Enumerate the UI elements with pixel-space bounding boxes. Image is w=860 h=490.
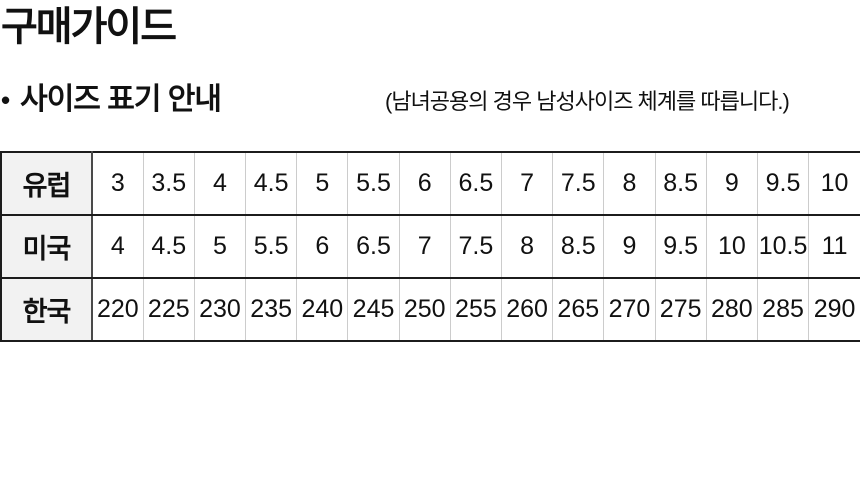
row-header-europe: 유럽 [0, 151, 93, 216]
size-cell-usa: 7 [398, 214, 451, 279]
size-cell-korea: 265 [552, 277, 604, 342]
size-cell-usa: 5.5 [245, 214, 297, 279]
size-cell-usa: 8 [500, 214, 553, 279]
size-cell-korea: 270 [603, 277, 656, 342]
size-cell-europe: 8.5 [654, 151, 707, 216]
size-cell-korea: 225 [142, 277, 195, 342]
bullet-icon: • [1, 85, 11, 115]
size-cell-korea: 285 [756, 277, 809, 342]
table-row-usa: 미국 4 4.5 5 5.5 6 6.5 7 7.5 8 8.5 9 9.5 10 10.5 11 [0, 214, 860, 279]
size-cell-europe: 9 [705, 151, 758, 216]
size-cell-europe: 4.5 [245, 151, 297, 216]
size-cell-korea: 220 [91, 277, 144, 342]
size-cell-korea: 245 [347, 277, 400, 342]
table-row-korea: 한국 220 225 230 235 240 245 250 255 260 265 270 275 28… [0, 277, 860, 342]
size-table-body: 유럽 3 3.5 4 4.5 5 5.5 6 6.5 7 7.5 8 8.5 9 9.5 10 미국 4 4.5 5 5… [0, 151, 860, 342]
size-cell-korea: 230 [193, 277, 246, 342]
size-cell-usa: 10 [705, 214, 758, 279]
row-header-korea: 한국 [0, 277, 93, 342]
size-cell-europe: 4 [193, 151, 246, 216]
size-cell-europe: 7 [500, 151, 553, 216]
size-conversion-table: 유럽 3 3.5 4 4.5 5 5.5 6 6.5 7 7.5 8 8.5 9 9.5 10 미국 4 4.5 5 5… [0, 151, 860, 342]
size-cell-korea: 275 [654, 277, 707, 342]
size-cell-usa: 9.5 [654, 214, 707, 279]
size-guide-heading: 사이즈 표기 안내 [20, 83, 222, 116]
size-cell-europe: 5 [296, 151, 348, 216]
size-cell-usa: 8.5 [552, 214, 604, 279]
size-cell-europe: 10 [808, 151, 860, 216]
size-cell-europe: 3 [91, 151, 144, 216]
size-cell-korea: 250 [398, 277, 451, 342]
size-cell-korea: 290 [808, 277, 860, 342]
size-cell-europe: 8 [603, 151, 656, 216]
size-cell-europe: 7.5 [552, 151, 604, 216]
size-cell-europe: 6 [398, 151, 451, 216]
size-cell-usa: 6 [296, 214, 348, 279]
size-cell-usa: 7.5 [449, 214, 502, 279]
unisex-size-note: (남녀공용의 경우 남성사이즈 체계를 따릅니다.) [385, 89, 790, 114]
size-cell-usa: 9 [603, 214, 656, 279]
size-cell-korea: 255 [449, 277, 502, 342]
size-cell-europe: 5.5 [347, 151, 400, 216]
size-guide-section-title: • 사이즈 표기 안내 [1, 74, 222, 118]
size-cell-europe: 9.5 [756, 151, 809, 216]
size-cell-europe: 6.5 [449, 151, 502, 216]
size-cell-usa: 4.5 [142, 214, 195, 279]
size-cell-usa: 11 [808, 214, 860, 279]
size-cell-usa: 5 [193, 214, 246, 279]
page-title: 구매가이드 [1, 5, 177, 49]
row-header-usa: 미국 [0, 214, 93, 279]
size-cell-europe: 3.5 [142, 151, 195, 216]
size-cell-usa: 6.5 [347, 214, 400, 279]
size-cell-korea: 240 [296, 277, 348, 342]
size-cell-usa: 4 [91, 214, 144, 279]
size-cell-korea: 260 [500, 277, 553, 342]
size-cell-korea: 280 [705, 277, 758, 342]
table-row-europe: 유럽 3 3.5 4 4.5 5 5.5 6 6.5 7 7.5 8 8.5 9 9.5 10 [0, 151, 860, 216]
size-cell-usa: 10.5 [756, 214, 809, 279]
size-cell-korea: 235 [245, 277, 297, 342]
